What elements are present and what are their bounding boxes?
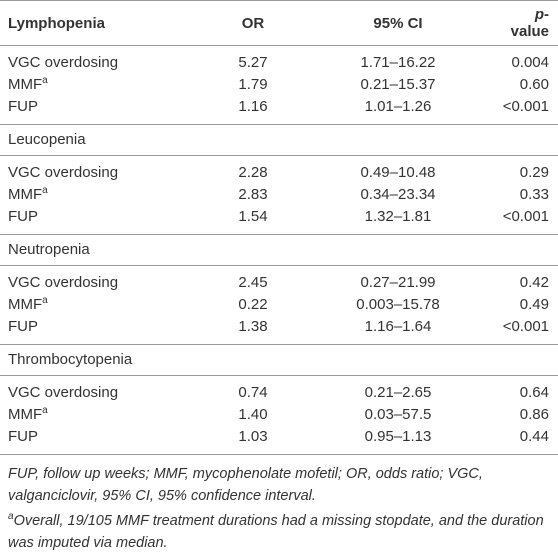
- cell: 1.40: [238, 406, 268, 423]
- data-row: MMFa 0.22 0.003–15.78 0.49: [0, 294, 558, 316]
- cell: 1.32–1.81: [364, 208, 432, 225]
- label-text: FUP: [8, 318, 38, 335]
- label-text: MMF: [8, 406, 43, 423]
- data-row: FUP 1.16 1.01–1.26 <0.001: [0, 96, 558, 125]
- cell: 0.42: [519, 274, 549, 291]
- label-text: MMF: [8, 76, 43, 93]
- results-table: Lymphopenia OR 95% CI p-value VGC overdo…: [0, 0, 558, 455]
- section-title: Leucopenia: [0, 124, 558, 156]
- data-row: FUP 1.03 0.95–1.13 0.44: [0, 426, 558, 455]
- superscript: a: [42, 405, 48, 416]
- row-label: FUP: [0, 96, 208, 125]
- cell: 0.74: [238, 384, 268, 401]
- cell: 1.38: [238, 318, 268, 335]
- cell: 1.16: [238, 98, 268, 115]
- row-label: VGC overdosing: [0, 376, 208, 405]
- header-cell: OR: [208, 0, 298, 46]
- cell: <0.001: [502, 98, 549, 115]
- header-text: -value: [510, 6, 549, 40]
- cell: 0.22: [238, 296, 268, 313]
- footnote-text: FUP, follow up weeks; MMF, mycophenolate…: [8, 466, 483, 504]
- data-row: MMFa 2.83 0.34–23.34 0.33: [0, 184, 558, 206]
- cell: 0.21–15.37: [360, 76, 436, 93]
- superscript: a: [42, 185, 48, 196]
- cell: 0.27–21.99: [360, 274, 436, 291]
- label-text: VGC overdosing: [8, 54, 119, 71]
- label-text: FUP: [8, 208, 38, 225]
- data-row: FUP 1.54 1.32–1.81 <0.001: [0, 206, 558, 235]
- section-row: Neutropenia: [0, 234, 558, 266]
- data-row: MMFa 1.79 0.21–15.37 0.60: [0, 74, 558, 96]
- footnotes: FUP, follow up weeks; MMF, mycophenolate…: [0, 455, 558, 554]
- cell: 0.33: [519, 186, 549, 203]
- data-row: FUP 1.38 1.16–1.64 <0.001: [0, 316, 558, 345]
- cell: 0.86: [519, 406, 549, 423]
- cell: 0.44: [519, 428, 549, 445]
- header-cell: Lymphopenia: [0, 0, 208, 46]
- cell: 0.49: [519, 296, 549, 313]
- row-label: FUP: [0, 316, 208, 345]
- cell: 1.79: [238, 76, 268, 93]
- row-label: MMFa: [0, 294, 208, 316]
- row-label: VGC overdosing: [0, 266, 208, 295]
- section-title: Thrombocytopenia: [0, 344, 558, 376]
- row-label: MMFa: [0, 404, 208, 426]
- section-title: Neutropenia: [0, 234, 558, 266]
- row-label: MMFa: [0, 184, 208, 206]
- cell: 0.29: [519, 164, 549, 181]
- label-text: FUP: [8, 428, 38, 445]
- cell: 2.83: [238, 186, 268, 203]
- row-label: MMFa: [0, 74, 208, 96]
- row-label: FUP: [0, 426, 208, 455]
- cell: 0.95–1.13: [364, 428, 432, 445]
- row-label: FUP: [0, 206, 208, 235]
- label-text: VGC overdosing: [8, 164, 119, 181]
- header-italic: p: [534, 6, 544, 23]
- cell: 2.45: [238, 274, 268, 291]
- label-text: MMF: [8, 186, 43, 203]
- row-label: VGC overdosing: [0, 156, 208, 185]
- cell: 0.60: [519, 76, 549, 93]
- header-cell: 95% CI: [298, 0, 498, 46]
- header-row: Lymphopenia OR 95% CI p-value: [0, 0, 558, 46]
- footnote: FUP, follow up weeks; MMF, mycophenolate…: [8, 463, 550, 507]
- header-cell: p-value: [498, 0, 558, 46]
- cell: 0.34–23.34: [360, 186, 436, 203]
- cell: 1.54: [238, 208, 268, 225]
- cell: 0.03–57.5: [364, 406, 432, 423]
- cell: 1.71–16.22: [360, 54, 436, 71]
- cell: 1.03: [238, 428, 268, 445]
- row-label: VGC overdosing: [0, 46, 208, 75]
- cell: 0.64: [519, 384, 549, 401]
- table-body: VGC overdosing 5.27 1.71–16.22 0.004 MMFa 1.7…: [0, 46, 558, 455]
- superscript: a: [42, 295, 48, 306]
- cell: <0.001: [502, 318, 549, 335]
- data-row: VGC overdosing 2.28 0.49–10.48 0.29: [0, 156, 558, 185]
- label-text: FUP: [8, 98, 38, 115]
- label-text: VGC overdosing: [8, 274, 119, 291]
- cell: 0.49–10.48: [360, 164, 436, 181]
- section-row: Leucopenia: [0, 124, 558, 156]
- footnote-text: Overall, 19/105 MMF treatment durations …: [8, 513, 544, 551]
- superscript: a: [8, 511, 14, 523]
- label-text: MMF: [8, 296, 43, 313]
- superscript: a: [42, 75, 48, 86]
- cell: 0.003–15.78: [356, 296, 440, 313]
- footnote: aOverall, 19/105 MMF treatment durations…: [8, 510, 550, 554]
- data-row: VGC overdosing 0.74 0.21–2.65 0.64: [0, 376, 558, 405]
- cell: 1.01–1.26: [364, 98, 432, 115]
- section-row: Thrombocytopenia: [0, 344, 558, 376]
- data-row: VGC overdosing 5.27 1.71–16.22 0.004: [0, 46, 558, 75]
- cell: 0.004: [511, 54, 549, 71]
- cell: <0.001: [502, 208, 549, 225]
- data-row: MMFa 1.40 0.03–57.5 0.86: [0, 404, 558, 426]
- cell: 5.27: [238, 54, 268, 71]
- data-row: VGC overdosing 2.45 0.27–21.99 0.42: [0, 266, 558, 295]
- cell: 0.21–2.65: [364, 384, 432, 401]
- cell: 1.16–1.64: [364, 318, 432, 335]
- cell: 2.28: [238, 164, 268, 181]
- label-text: VGC overdosing: [8, 384, 119, 401]
